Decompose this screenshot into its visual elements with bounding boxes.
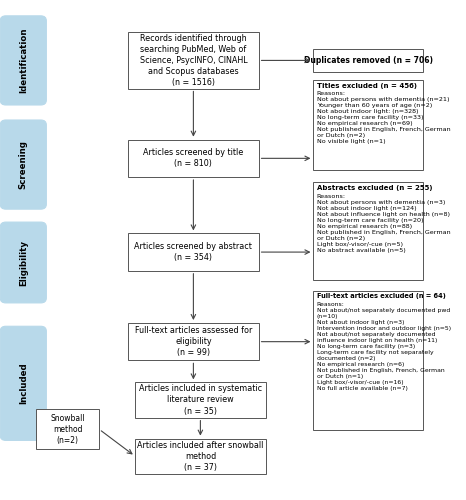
FancyBboxPatch shape bbox=[314, 290, 423, 430]
Text: Full-text articles assessed for
eligibility
(n = 99): Full-text articles assessed for eligibil… bbox=[135, 326, 252, 358]
FancyBboxPatch shape bbox=[0, 16, 47, 105]
Text: Articles included in systematic
literature review
(n = 35): Articles included in systematic literatu… bbox=[139, 384, 262, 416]
Text: Screening: Screening bbox=[19, 140, 28, 189]
Text: Titles excluded (n = 456): Titles excluded (n = 456) bbox=[317, 82, 417, 88]
Text: Included: Included bbox=[19, 362, 28, 404]
FancyBboxPatch shape bbox=[128, 234, 259, 271]
Text: Identification: Identification bbox=[19, 28, 28, 93]
Text: Articles screened by abstract
(n = 354): Articles screened by abstract (n = 354) bbox=[135, 242, 252, 262]
FancyBboxPatch shape bbox=[314, 80, 423, 170]
Text: Reasons:
Not about persons with dementia (n=21)
Younger than 60 years of age (n=: Reasons: Not about persons with dementia… bbox=[317, 92, 450, 144]
Text: Eligibility: Eligibility bbox=[19, 240, 28, 286]
Text: Full-text articles excluded (n = 64): Full-text articles excluded (n = 64) bbox=[317, 293, 445, 299]
Text: Records identified through
searching PubMed, Web of
Science, PsycINFO, CINAHL
an: Records identified through searching Pub… bbox=[140, 34, 247, 87]
FancyBboxPatch shape bbox=[0, 222, 47, 303]
FancyBboxPatch shape bbox=[0, 326, 47, 440]
Text: Reasons:
Not about/not separately documented pwd
(n=10)
Not about indoor light (: Reasons: Not about/not separately docume… bbox=[317, 302, 451, 391]
FancyBboxPatch shape bbox=[135, 438, 266, 474]
Text: Snowball
method
(n=2): Snowball method (n=2) bbox=[50, 414, 85, 445]
FancyBboxPatch shape bbox=[128, 32, 259, 88]
Text: Reasons:
Not about persons with dementia (n=3)
Not about indoor light (n=124)
No: Reasons: Not about persons with dementia… bbox=[317, 194, 450, 252]
FancyBboxPatch shape bbox=[36, 410, 99, 449]
FancyBboxPatch shape bbox=[128, 323, 259, 360]
FancyBboxPatch shape bbox=[0, 120, 47, 209]
Text: Articles screened by title
(n = 810): Articles screened by title (n = 810) bbox=[143, 148, 244, 169]
FancyBboxPatch shape bbox=[314, 182, 423, 280]
Text: Articles included after snowball
method
(n = 37): Articles included after snowball method … bbox=[137, 440, 264, 472]
Text: Duplicates removed (n = 706): Duplicates removed (n = 706) bbox=[304, 56, 432, 65]
Text: Abstracts excluded (n = 255): Abstracts excluded (n = 255) bbox=[317, 185, 432, 191]
FancyBboxPatch shape bbox=[128, 140, 259, 177]
FancyBboxPatch shape bbox=[135, 382, 266, 418]
FancyBboxPatch shape bbox=[314, 49, 423, 72]
